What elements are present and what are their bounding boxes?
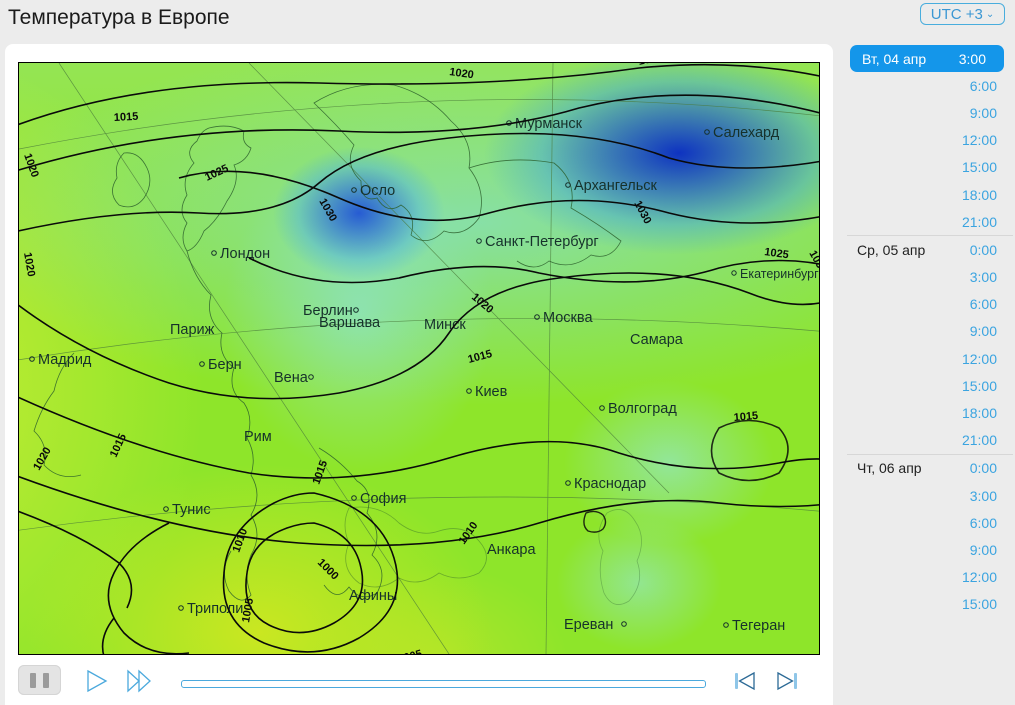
svg-text:1015: 1015 <box>108 432 129 459</box>
svg-text:Мадрид: Мадрид <box>38 352 92 368</box>
svg-text:Самара: Самара <box>630 332 684 348</box>
svg-text:Париж: Париж <box>170 322 215 338</box>
svg-text:1015: 1015 <box>311 459 331 486</box>
svg-text:Лондон: Лондон <box>220 246 270 262</box>
svg-text:1020: 1020 <box>21 251 37 277</box>
svg-text:1025: 1025 <box>764 246 790 261</box>
svg-text:1015: 1015 <box>114 111 139 124</box>
svg-text:Мурманск: Мурманск <box>515 116 583 132</box>
svg-text:Волгоград: Волгоград <box>608 401 677 417</box>
svg-text:Санкт-Петербург: Санкт-Петербург <box>485 234 599 250</box>
svg-text:Рим: Рим <box>244 429 272 445</box>
svg-text:1005: 1005 <box>397 648 424 654</box>
svg-text:Триполи: Триполи <box>187 601 243 617</box>
svg-text:Тунис: Тунис <box>172 502 211 518</box>
svg-text:1020: 1020 <box>469 291 495 316</box>
svg-text:1020: 1020 <box>31 445 54 472</box>
svg-text:1025: 1025 <box>203 162 230 183</box>
svg-text:Вена: Вена <box>274 370 309 386</box>
svg-text:1015: 1015 <box>467 348 494 366</box>
svg-text:Краснодар: Краснодар <box>574 476 646 492</box>
svg-text:1020: 1020 <box>449 66 475 81</box>
svg-text:Киев: Киев <box>475 384 508 400</box>
svg-text:1000: 1000 <box>315 557 341 583</box>
svg-text:Ереван: Ереван <box>564 617 613 633</box>
svg-text:1030: 1030 <box>316 197 339 224</box>
svg-text:1010: 1010 <box>231 527 251 554</box>
svg-text:Архангельск: Архангельск <box>574 178 658 194</box>
svg-text:Анкара: Анкара <box>487 542 536 558</box>
svg-text:Тегеран: Тегеран <box>732 618 785 634</box>
svg-text:Осло: Осло <box>360 183 395 199</box>
svg-text:София: София <box>360 491 406 507</box>
svg-text:Екатеринбург: Екатеринбург <box>740 267 819 281</box>
svg-text:Берн: Берн <box>208 357 242 373</box>
svg-text:1020: 1020 <box>21 152 41 179</box>
svg-text:1010: 1010 <box>457 520 481 547</box>
svg-text:Варшава: Варшава <box>319 315 381 331</box>
svg-text:1015: 1015 <box>733 410 758 424</box>
svg-text:1030: 1030 <box>631 199 653 226</box>
svg-text:Москва: Москва <box>543 310 593 326</box>
svg-text:Салехард: Салехард <box>713 125 780 141</box>
